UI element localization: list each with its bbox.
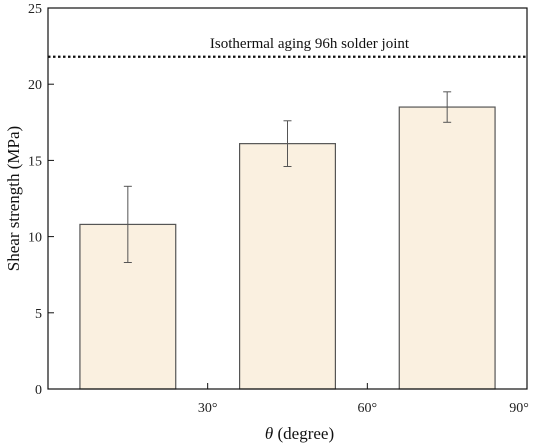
- bar-2: [239, 143, 337, 390]
- y-tick-label: 20: [28, 78, 42, 93]
- x-tick-label: 90°: [509, 401, 529, 416]
- y-tick-label: 15: [28, 154, 42, 169]
- plot-area: Isothermal aging 96h solder joint: [48, 36, 527, 390]
- bar-3: [398, 106, 496, 390]
- reference-line-label: Isothermal aging 96h solder joint: [210, 36, 410, 52]
- x-axis-title: θ (degree): [265, 424, 334, 443]
- y-tick-label: 0: [35, 383, 42, 398]
- y-tick-label: 10: [28, 231, 42, 246]
- y-tick-label: 5: [35, 307, 42, 322]
- x-tick-label: 30°: [198, 401, 218, 416]
- y-tick-label: 25: [28, 2, 42, 17]
- x-axis-symbol: θ: [265, 424, 273, 443]
- x-tick-label: 60°: [358, 401, 378, 416]
- x-axis-unit: (degree): [273, 424, 334, 443]
- y-axis-title: Shear strength (MPa): [4, 126, 23, 271]
- plot-frame: [47, 7, 528, 390]
- axes: 0 5 10 15 20 25 30° 60° 90°: [28, 2, 529, 416]
